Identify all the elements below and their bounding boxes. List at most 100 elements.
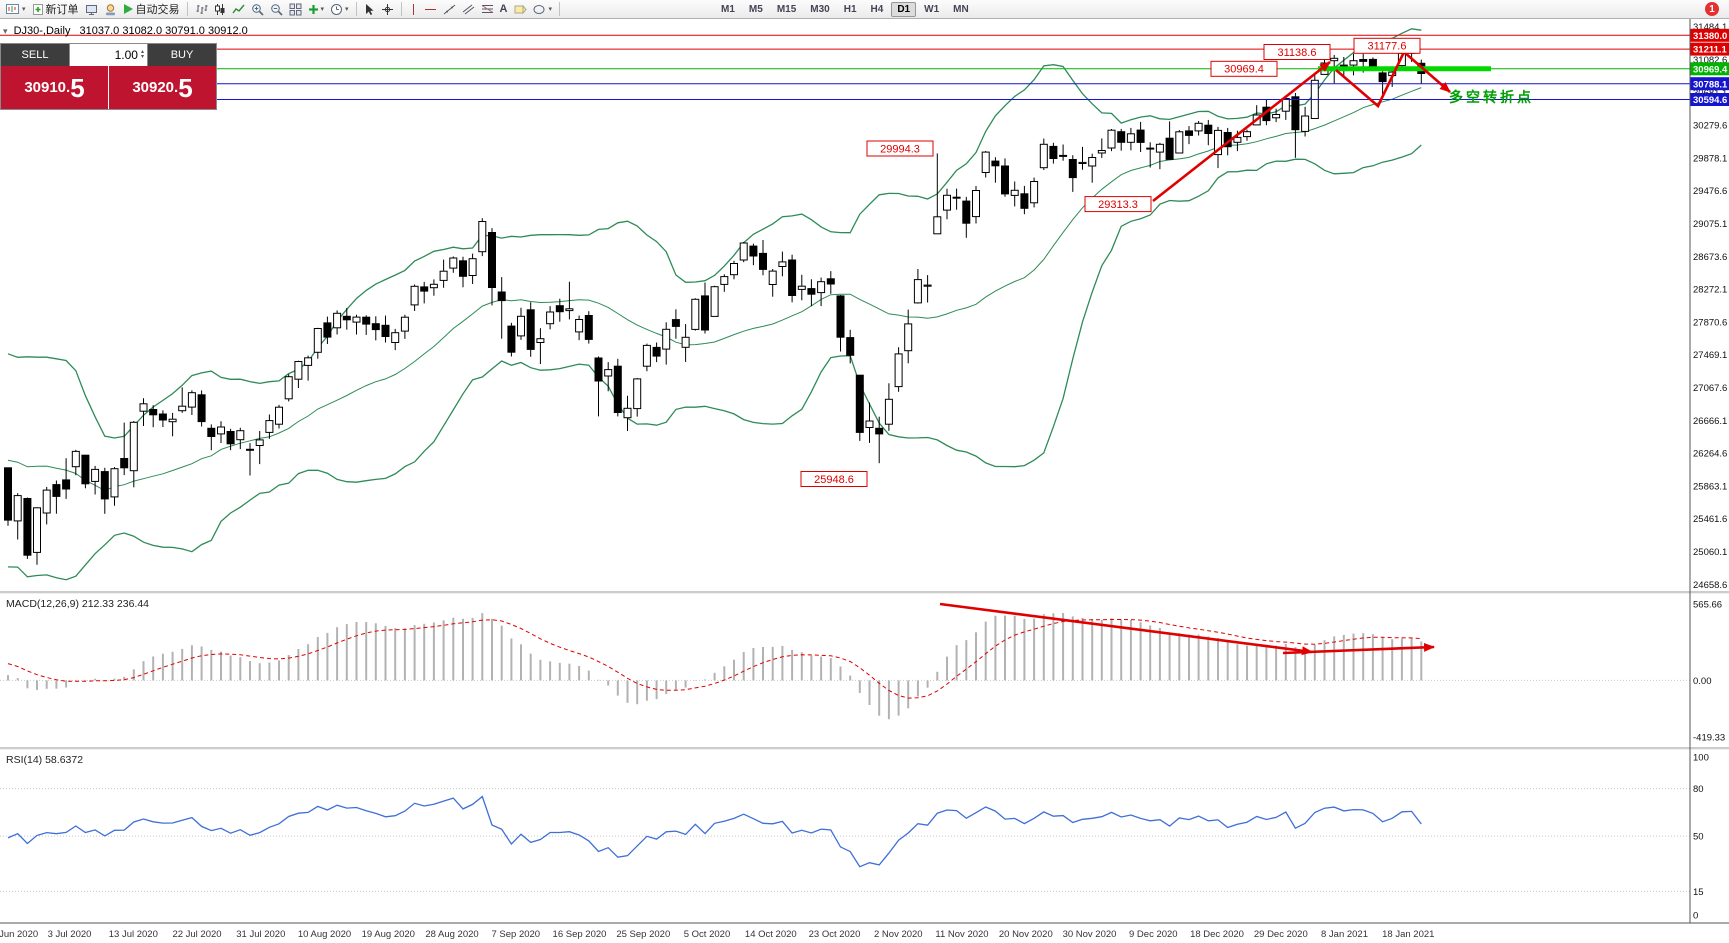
- zoom-in-button[interactable]: [248, 2, 267, 17]
- fibonacci-tool-button[interactable]: [478, 2, 497, 17]
- channel-tool-button[interactable]: [459, 2, 478, 17]
- timeframe-mn-button[interactable]: MN: [953, 3, 969, 15]
- candlestick-chart-button[interactable]: [211, 2, 229, 17]
- zoom-in-icon: [251, 3, 264, 16]
- trend-arrow-1[interactable]: [1152, 60, 1331, 203]
- svg-text:30969.4: 30969.4: [1224, 64, 1264, 76]
- date-axis-label: 9 Dec 2020: [1129, 929, 1178, 940]
- volume-stepper[interactable]: ▴ ▾: [140, 49, 144, 60]
- price-axis-badge: 31380.0: [1690, 28, 1729, 42]
- sell-price-button[interactable]: 30910. 5: [1, 66, 109, 109]
- date-axis-label: 19 Aug 2020: [362, 929, 415, 940]
- turning-point-note[interactable]: 多空转折点: [1449, 89, 1534, 105]
- price-axis-label: 25863.1: [1693, 481, 1727, 492]
- date-axis-label: 30 Nov 2020: [1063, 929, 1117, 940]
- shapes-tool-button[interactable]: ▾: [530, 3, 556, 16]
- price-annotation-box[interactable]: 25948.6: [800, 471, 868, 487]
- price-axis-label: 27870.6: [1693, 317, 1727, 328]
- stepper-up-icon[interactable]: ▴: [140, 49, 144, 55]
- symbol-period-label: DJ30-,Daily: [13, 25, 71, 37]
- bar-chart-button[interactable]: [192, 2, 211, 17]
- timeframe-h4-button[interactable]: H4: [870, 3, 884, 15]
- trend-arrow-2[interactable]: [1335, 49, 1451, 109]
- ellipse-shape-icon: [533, 4, 544, 14]
- price-axis-badge: 30594.6: [1690, 93, 1729, 106]
- price-annotation-box[interactable]: 31138.6: [1263, 44, 1331, 60]
- buy-price-button[interactable]: 30920. 5: [109, 66, 216, 109]
- rsi-line: [7, 795, 1422, 868]
- date-axis-label: 24 Jun 2020: [0, 929, 38, 940]
- oneclick-toggle-icon[interactable]: ▾: [3, 26, 8, 36]
- terminal-icon: [85, 4, 97, 15]
- zoom-out-button[interactable]: [267, 2, 286, 17]
- macd-trend-arrow-1[interactable]: [939, 602, 1313, 656]
- terminal-button[interactable]: [82, 2, 101, 17]
- timeframe-m15-button[interactable]: M15: [776, 3, 797, 15]
- tile-windows-button[interactable]: [286, 2, 305, 17]
- macd-trend-arrow-2[interactable]: [1282, 642, 1435, 655]
- stepper-down-icon[interactable]: ▾: [140, 54, 144, 60]
- text-tool-button[interactable]: A: [497, 2, 511, 16]
- trendline-tool-button[interactable]: [440, 2, 459, 17]
- price-axis-badge: 30788.1: [1690, 77, 1729, 90]
- volume-input[interactable]: 1.00 ▴ ▾: [69, 44, 148, 66]
- timeframe-h1-button[interactable]: H1: [843, 3, 857, 15]
- timeframe-m30-button[interactable]: M30: [810, 3, 830, 15]
- line-chart-icon: [231, 4, 245, 13]
- date-axis-label: 14 Oct 2020: [745, 929, 797, 940]
- macd-axis-label: 0.00: [1693, 676, 1712, 687]
- periods-button[interactable]: ▾: [327, 2, 352, 17]
- price-annotation-box[interactable]: 31177.6: [1353, 37, 1421, 54]
- notification-badge[interactable]: 1: [1705, 2, 1719, 16]
- timeframe-m5-button[interactable]: M5: [748, 3, 763, 15]
- cursor-button[interactable]: [361, 2, 378, 17]
- label-tool-button[interactable]: [511, 3, 530, 16]
- fibonacci-icon: [481, 4, 493, 13]
- timeframe-toolbar: M1 M5 M15 M30 H1 H4 D1 W1 MN: [714, 1, 976, 17]
- svg-text:29313.3: 29313.3: [1098, 199, 1138, 211]
- date-axis-label: 29 Dec 2020: [1254, 929, 1308, 940]
- macd-panel[interactable]: [0, 602, 1690, 720]
- main-chart-panel[interactable]: 31138.6 31177.6 30969.4 29994.3 29313.3 25948…: [0, 28, 1690, 581]
- timeframe-d1-button[interactable]: D1: [891, 1, 917, 17]
- price-annotation-box[interactable]: 29313.3: [1084, 196, 1152, 213]
- autotrading-button[interactable]: 自动交易: [120, 0, 183, 18]
- rsi-axis-label: 0: [1693, 911, 1698, 922]
- chevron-down-icon: ▾: [345, 5, 349, 13]
- vertical-line-tool-button[interactable]: [406, 2, 421, 17]
- expert-advisor-button[interactable]: [101, 2, 120, 17]
- add-indicator-button[interactable]: ▾: [305, 3, 328, 16]
- crosshair-button[interactable]: [378, 2, 397, 17]
- clock-icon: [331, 3, 343, 15]
- sell-button[interactable]: SELL: [1, 44, 69, 66]
- rsi-panel[interactable]: [0, 788, 1690, 892]
- buy-price-pips: 5: [178, 72, 193, 103]
- timeframe-m1-button[interactable]: M1: [721, 3, 735, 15]
- date-axis-label: 11 Nov 2020: [935, 929, 988, 940]
- vertical-line-icon: [412, 3, 414, 15]
- date-axis-label: 5 Oct 2020: [684, 929, 730, 940]
- charts-menu-button[interactable]: ▾: [3, 2, 29, 17]
- autotrading-play-icon: [123, 4, 133, 14]
- horizontal-line-tool-button[interactable]: [421, 4, 440, 15]
- volume-value: 1.00: [114, 48, 138, 62]
- timeframe-w1-button[interactable]: W1: [924, 3, 940, 15]
- macd-histogram: [7, 613, 1423, 720]
- new-order-icon: [32, 3, 43, 15]
- line-chart-button[interactable]: [229, 2, 248, 17]
- new-order-label: 新订单: [45, 4, 79, 16]
- rsi-axis-label: 80: [1693, 784, 1704, 795]
- date-axis-label: 20 Nov 2020: [999, 929, 1053, 940]
- channel-icon: [462, 4, 474, 14]
- trade-panel-header-row: SELL 1.00 ▴ ▾ BUY: [1, 44, 216, 66]
- buy-button[interactable]: BUY: [148, 44, 216, 66]
- one-click-trading-panel: SELL 1.00 ▴ ▾ BUY 30910. 5 30920. 5: [1, 44, 216, 109]
- price-axis-label: 31484.1: [1693, 22, 1727, 33]
- candlestick-series: [4, 51, 1426, 565]
- notification-count: 1: [1709, 3, 1715, 15]
- toolbar-separator: [186, 2, 188, 16]
- new-order-button[interactable]: 新订单: [29, 0, 82, 18]
- price-annotation-box[interactable]: 30969.4: [1210, 60, 1278, 77]
- price-annotation-box[interactable]: 29994.3: [866, 140, 934, 157]
